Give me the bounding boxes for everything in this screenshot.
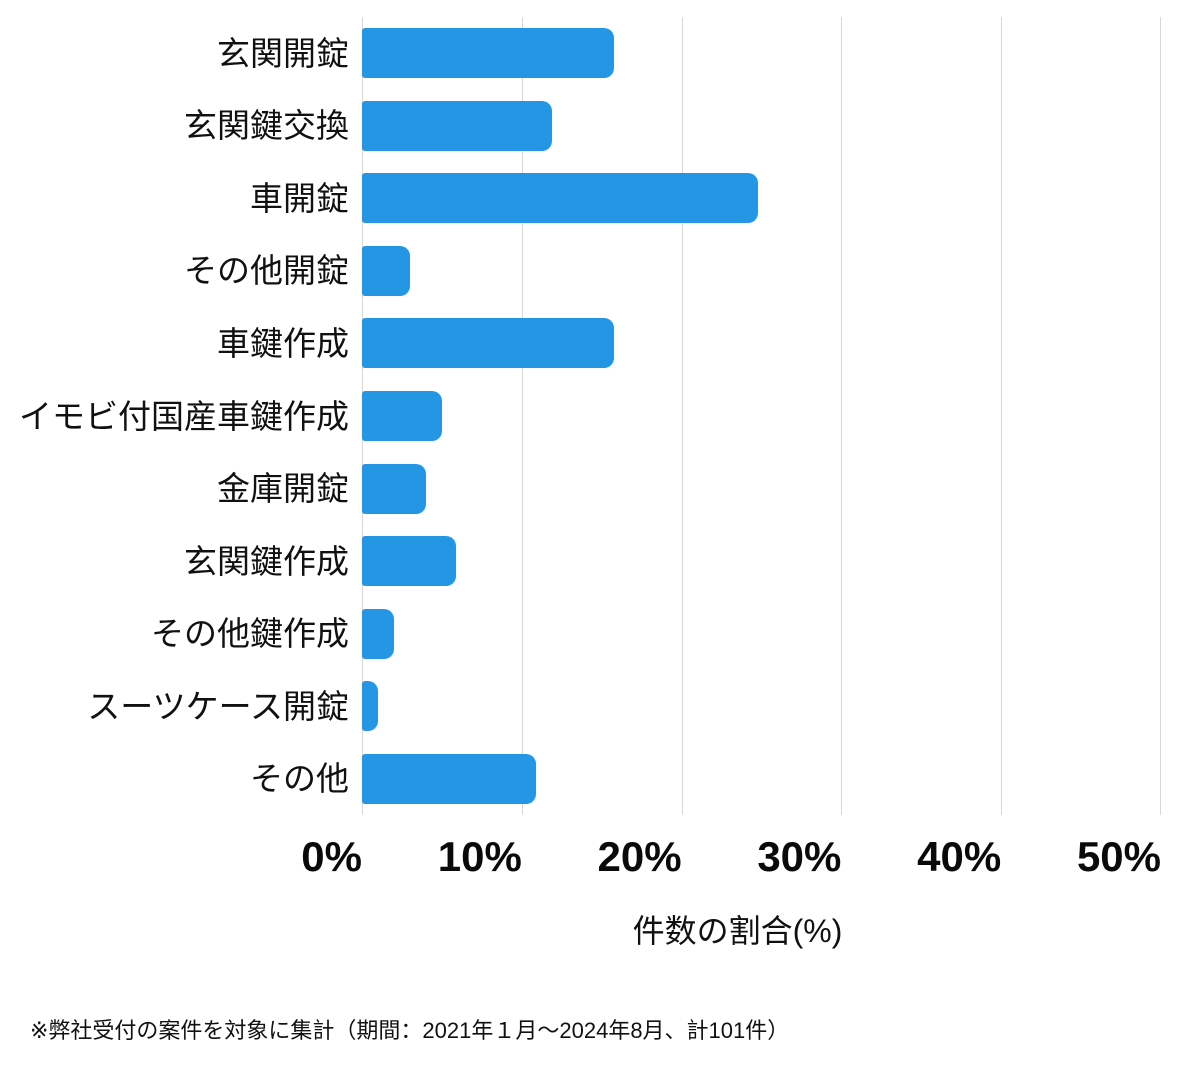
- bar-track: [362, 380, 1161, 453]
- x-axis-title: 件数の割合(%): [632, 913, 843, 949]
- x-axis-tick: 20%: [597, 833, 682, 880]
- bar: [362, 173, 759, 224]
- chart-row: その他鍵作成: [0, 597, 1161, 670]
- gridline: [1001, 17, 1003, 815]
- category-label: 金庫開錠: [217, 470, 349, 508]
- bar: [362, 318, 615, 369]
- category-label: イモビ付国産車鍵作成: [19, 397, 349, 435]
- category-label: 玄関開錠: [217, 34, 349, 72]
- chart-rows: 玄関開錠 玄関鍵交換 車開錠 その他開錠 車鍵作成: [0, 17, 1161, 815]
- chart-row: イモビ付国産車鍵作成: [0, 380, 1161, 453]
- bar-track: [362, 162, 1161, 235]
- bar: [362, 536, 457, 587]
- category-label: その他開錠: [184, 252, 349, 290]
- bar-track: [362, 670, 1161, 743]
- gridline: [521, 17, 523, 815]
- chart-row: 金庫開錠: [0, 452, 1161, 525]
- bar-track: [362, 452, 1161, 525]
- x-axis-tick: 10%: [437, 833, 522, 880]
- category-label: その他: [250, 760, 349, 798]
- chart-row: 玄関鍵作成: [0, 525, 1161, 598]
- bar-track: [362, 235, 1161, 308]
- bar-track: [362, 307, 1161, 380]
- bar-track: [362, 597, 1161, 670]
- bar-track: [362, 17, 1161, 90]
- category-label: 車開錠: [250, 179, 349, 217]
- chart-row: その他開錠: [0, 235, 1161, 308]
- x-axis-tick: 30%: [757, 833, 842, 880]
- chart-row: 車開錠: [0, 162, 1161, 235]
- bar: [362, 391, 442, 441]
- category-label: 車鍵作成: [217, 324, 349, 362]
- chart-row: 車鍵作成: [0, 307, 1161, 380]
- x-axis-tick: 50%: [1076, 833, 1161, 880]
- bar-track: [362, 742, 1161, 815]
- chart-row: その他: [0, 742, 1161, 815]
- chart-row: 玄関開錠: [0, 17, 1161, 90]
- footnote: ※弊社受付の案件を対象に集計（期間：2021年１月～2024年8月、計101件）: [30, 1018, 790, 1043]
- category-label: その他鍵作成: [151, 615, 349, 653]
- x-axis: 0% 10% 20% 30% 40% 50%: [301, 833, 1161, 888]
- chart-row: 玄関鍵交換: [0, 90, 1161, 163]
- bar-track: [362, 525, 1161, 598]
- gridline: [841, 17, 843, 815]
- gridline: [1160, 17, 1161, 815]
- bar: [362, 463, 426, 514]
- x-axis-tick: 40%: [917, 833, 1002, 880]
- bar: [362, 245, 410, 296]
- bar: [362, 28, 615, 79]
- bar: [362, 100, 553, 151]
- bar: [362, 753, 537, 804]
- category-label: スーツケース開錠: [87, 687, 349, 725]
- chart-row: スーツケース開錠: [0, 670, 1161, 743]
- bar: [362, 681, 378, 732]
- category-label: 玄関鍵交換: [184, 107, 349, 145]
- category-label: 玄関鍵作成: [184, 542, 349, 580]
- bar-track: [362, 90, 1161, 163]
- x-axis-tick: 0%: [301, 833, 362, 880]
- gridline: [681, 17, 683, 815]
- bar: [362, 608, 394, 659]
